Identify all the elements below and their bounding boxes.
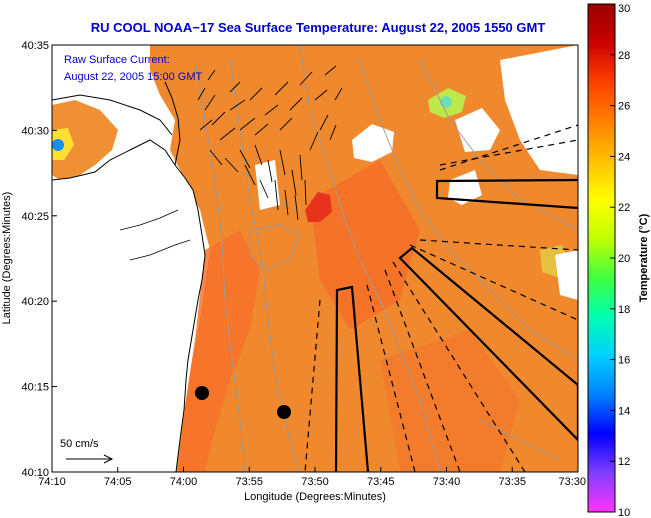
colorbar-tick-label: 14 — [618, 405, 630, 417]
sst-northwest-patch — [52, 100, 118, 180]
scale-label: 50 cm/s — [60, 438, 99, 450]
cloud-gap-6 — [555, 250, 578, 300]
colorbar-tick-label: 30 — [618, 3, 630, 15]
x-tick-label: 73:40 — [433, 476, 461, 488]
colorbar-tick-label: 24 — [618, 151, 630, 163]
colorbar-label: Temperature (°C) — [638, 213, 650, 302]
y-tick-label: 40:20 — [21, 296, 49, 308]
survey-box-northeast — [435, 178, 578, 210]
x-axis-label: Longitude (Degrees:Minutes) — [244, 491, 386, 503]
y-tick-label: 40:30 — [21, 125, 49, 137]
colorbar-tick-label: 26 — [618, 101, 630, 113]
colorbar-tick-label: 22 — [618, 202, 630, 214]
y-axis-label: Latitude (Degrees:Minutes) — [1, 192, 13, 325]
survey-box-central — [334, 285, 370, 472]
current-vectors — [197, 65, 343, 221]
cloud-gap-1 — [352, 124, 394, 162]
x-tick-label: 74:05 — [104, 476, 132, 488]
chart-title: RU COOL NOAA−17 Sea Surface Temperature:… — [91, 20, 546, 35]
cloud-gap-5 — [255, 160, 280, 210]
shrewsbury-river — [119, 209, 191, 261]
colorbar-tick-label: 16 — [618, 355, 630, 367]
x-tick-label: 74:10 — [38, 476, 66, 488]
cloud-gap-3 — [448, 170, 482, 205]
x-tick-label: 73:30 — [558, 476, 586, 488]
y-tick-label: 40:15 — [21, 382, 49, 394]
y-tick-label: 40:25 — [21, 211, 49, 223]
x-tick-label: 73:55 — [235, 476, 263, 488]
buoy-marker-east — [277, 405, 291, 419]
colorbar-tick-label: 10 — [618, 507, 630, 518]
sandy-hook — [164, 81, 181, 166]
sst-hot-spot — [305, 192, 332, 222]
current-timestamp: August 22, 2005 15:00 GMT — [64, 71, 202, 83]
colorbar-ticks: 10 12 14 16 18 20 22 24 26 28 30 — [610, 3, 630, 518]
y-tick-label: 40:35 — [21, 40, 49, 52]
map-area — [52, 45, 578, 472]
sst-warm-south — [380, 330, 520, 472]
x-tick-label: 73:35 — [498, 476, 526, 488]
buoy-marker-west — [195, 386, 209, 400]
transect-lines — [304, 124, 578, 472]
sst-warm-streak — [310, 160, 420, 330]
scale-arrow — [66, 454, 114, 464]
y-axis-ticks: 40:35 40:30 40:25 40:20 40:15 40:10 — [21, 40, 57, 479]
current-label: Raw Surface Current: — [64, 54, 170, 66]
survey-boxes — [334, 178, 578, 472]
sst-cool-core — [440, 96, 452, 108]
colorbar-tick-label: 20 — [618, 253, 630, 265]
sst-warm-band — [178, 230, 260, 472]
x-tick-label: 74:00 — [170, 476, 198, 488]
y-tick-label: 40:10 — [21, 467, 49, 479]
cloud-gap-4 — [500, 45, 578, 175]
x-tick-label: 73:50 — [301, 476, 329, 488]
survey-box-southeast — [398, 246, 578, 442]
land-mass — [52, 139, 206, 472]
raritan-bay-shore — [52, 94, 173, 136]
colorbar-tick-label: 28 — [618, 50, 630, 62]
sst-cold-core — [52, 139, 64, 151]
x-axis-ticks: 74:10 74:05 74:00 73:55 73:50 73:45 73:40 73:35… — [38, 467, 586, 488]
x-tick-label: 73:45 — [367, 476, 395, 488]
colorbar-tick-label: 12 — [618, 456, 630, 468]
colorbar-tick-label: 18 — [618, 304, 630, 316]
